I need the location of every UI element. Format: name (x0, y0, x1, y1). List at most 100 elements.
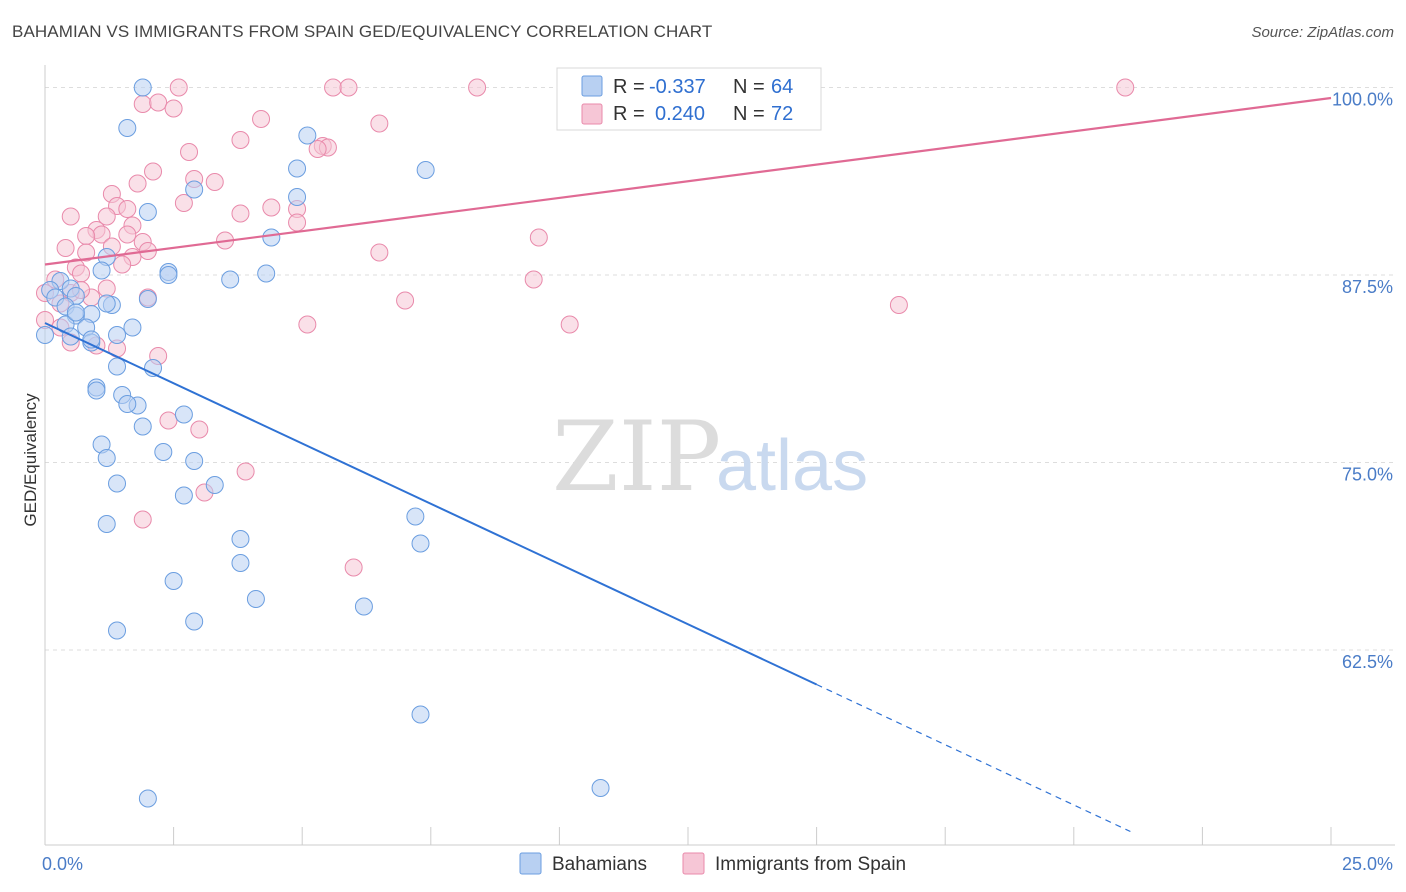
data-point-bahamians (298, 126, 317, 145)
data-point-bahamians (118, 119, 137, 137)
data-point-bahamians (61, 327, 80, 346)
data-point-spain (236, 462, 255, 481)
data-point-bahamians (205, 476, 224, 494)
data-point-bahamians (133, 78, 152, 97)
data-point-spain (262, 198, 281, 217)
data-point-bahamians (108, 326, 127, 344)
data-point-bahamians (66, 303, 85, 322)
data-point-bahamians (231, 554, 250, 572)
trend-line-spain (44, 96, 1332, 266)
data-point-spain (149, 93, 168, 112)
y-axis-label: GED/Equivalency (21, 393, 40, 527)
data-point-bahamians (123, 318, 142, 337)
data-point-spain (56, 239, 75, 257)
data-point-spain (339, 78, 358, 97)
data-point-bahamians (133, 417, 152, 436)
data-point-spain (164, 99, 183, 118)
data-point-spain (370, 114, 389, 133)
data-point-spain (524, 270, 543, 289)
data-point-spain (190, 420, 209, 439)
data-point-bahamians (92, 261, 111, 280)
legend-bahamians-swatch (519, 852, 542, 875)
data-point-bahamians (406, 507, 425, 526)
watermark: ZIP atlas (552, 401, 868, 513)
data-point-spain (169, 78, 188, 97)
data-point-spain (77, 227, 96, 245)
data-point-bahamians (138, 290, 157, 308)
data-point-bahamians (138, 203, 157, 221)
trend-lines (44, 96, 1332, 833)
y-tick-label: 87.5% (1342, 277, 1393, 297)
data-point-bahamians (411, 534, 430, 553)
data-point-spain (205, 173, 224, 191)
data-point-bahamians (288, 159, 307, 178)
y-tick-label: 75.0% (1342, 465, 1393, 485)
data-point-bahamians (246, 590, 265, 608)
data-point-bahamians (288, 188, 307, 206)
data-point-bahamians (174, 486, 193, 505)
data-point-spain (144, 162, 163, 181)
data-point-spain (72, 264, 91, 283)
data-point-bahamians (118, 395, 137, 413)
data-point-spain (113, 255, 132, 274)
data-point-spain (231, 131, 250, 149)
legend-r-value-2: 0.240 (655, 103, 705, 125)
source-label: Source: ZipAtlas.com (1251, 24, 1394, 41)
data-point-bahamians (108, 474, 127, 493)
data-point-bahamians (221, 270, 240, 289)
data-point-spain (1116, 78, 1135, 97)
legend-r-value-1: -0.337 (649, 76, 706, 98)
data-point-bahamians (185, 452, 204, 470)
legend-spain-label: Immigrants from Spain (715, 854, 906, 875)
data-point-bahamians (185, 180, 204, 199)
axes (44, 65, 1395, 846)
data-point-bahamians (354, 597, 373, 616)
data-point-bahamians (36, 326, 54, 344)
data-point-bahamians (257, 264, 276, 283)
data-point-spain (159, 411, 178, 430)
data-point-spain (560, 315, 579, 334)
legend-n-label-1: N = (733, 76, 765, 98)
data-point-bahamians (416, 161, 435, 179)
data-point-bahamians (262, 228, 281, 247)
data-point-bahamians (97, 449, 116, 467)
data-point-spain (97, 207, 116, 226)
data-point-spain (370, 243, 389, 262)
legend-spain-swatch (682, 852, 705, 875)
data-point-bahamians (174, 405, 193, 424)
data-point-spain (529, 228, 548, 247)
series-legend: Bahamians Immigrants from Spain (519, 852, 906, 875)
data-point-spain (288, 213, 307, 232)
series-bahamians (36, 78, 610, 808)
legend-n-value-2: 72 (771, 103, 793, 125)
legend-swatch-pink (581, 103, 603, 125)
data-point-spain (396, 291, 415, 310)
legend-r-label-1: R = (613, 76, 645, 98)
data-point-bahamians (231, 530, 250, 548)
data-point-spain (298, 315, 317, 334)
legend-bahamians-label: Bahamians (552, 854, 647, 875)
data-point-spain (118, 225, 137, 244)
data-point-spain (97, 279, 116, 298)
data-point-spain (252, 110, 271, 128)
data-point-bahamians (411, 705, 430, 724)
stats-legend: R = -0.337 N = 64 R = 0.240 N = 72 (556, 67, 822, 131)
legend-r-label-2: R = (613, 103, 645, 125)
data-point-bahamians (108, 357, 127, 376)
data-point-bahamians (154, 443, 173, 461)
data-point-spain (180, 143, 199, 161)
data-point-bahamians (185, 612, 204, 631)
trend-line-bahamians (44, 322, 818, 686)
y-tick-label: 100.0% (1332, 90, 1393, 110)
x-tick-labels: 0.0% 25.0% (42, 854, 1393, 874)
data-point-bahamians (138, 789, 157, 808)
data-point-bahamians (97, 515, 116, 533)
x-tick-label: 0.0% (42, 854, 83, 874)
data-point-bahamians (591, 779, 610, 797)
data-point-bahamians (108, 621, 127, 640)
data-point-spain (174, 194, 193, 212)
data-point-spain (308, 140, 327, 158)
data-point-bahamians (159, 266, 178, 284)
data-point-spain (889, 296, 908, 314)
data-point-spain (231, 204, 250, 223)
